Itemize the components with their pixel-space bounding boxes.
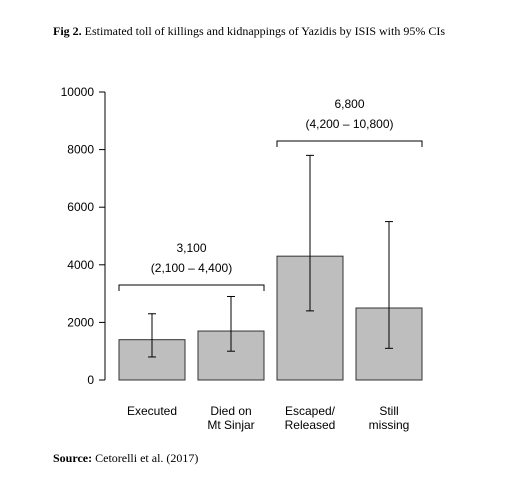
y-tick-label: 10000 — [61, 85, 95, 99]
figure-title-text: Estimated toll of killings and kidnappin… — [84, 24, 445, 38]
x-category-label: Released — [285, 418, 336, 432]
group-total-label: 6,800 — [334, 97, 364, 111]
source-label: Source: — [53, 451, 93, 465]
y-tick-label: 0 — [87, 373, 94, 387]
x-category-label: missing — [369, 418, 410, 432]
x-category-label: Escaped/ — [285, 404, 336, 418]
x-category-label: Mt Sinjar — [207, 418, 254, 432]
group-total-label: 3,100 — [176, 241, 206, 255]
y-tick-label: 4000 — [67, 258, 94, 272]
y-tick-label: 2000 — [67, 315, 94, 329]
x-category-label: Still — [379, 404, 398, 418]
figure-title: Fig 2. Estimated toll of killings and ki… — [53, 24, 503, 39]
y-tick-label: 8000 — [67, 143, 94, 157]
group-bracket — [118, 284, 265, 291]
group-bracket — [276, 140, 423, 147]
source-text: Cetorelli et al. (2017) — [95, 451, 199, 465]
x-category-label: Executed — [127, 404, 177, 418]
y-tick-label: 6000 — [67, 200, 94, 214]
group-interval-label: (4,200 – 10,800) — [305, 117, 393, 131]
group-interval-label: (2,100 – 4,400) — [151, 261, 232, 275]
x-category-label: Died on — [210, 404, 251, 418]
figure-source: Source: Cetorelli et al. (2017) — [53, 451, 198, 466]
figure-label: Fig 2. — [53, 24, 82, 38]
